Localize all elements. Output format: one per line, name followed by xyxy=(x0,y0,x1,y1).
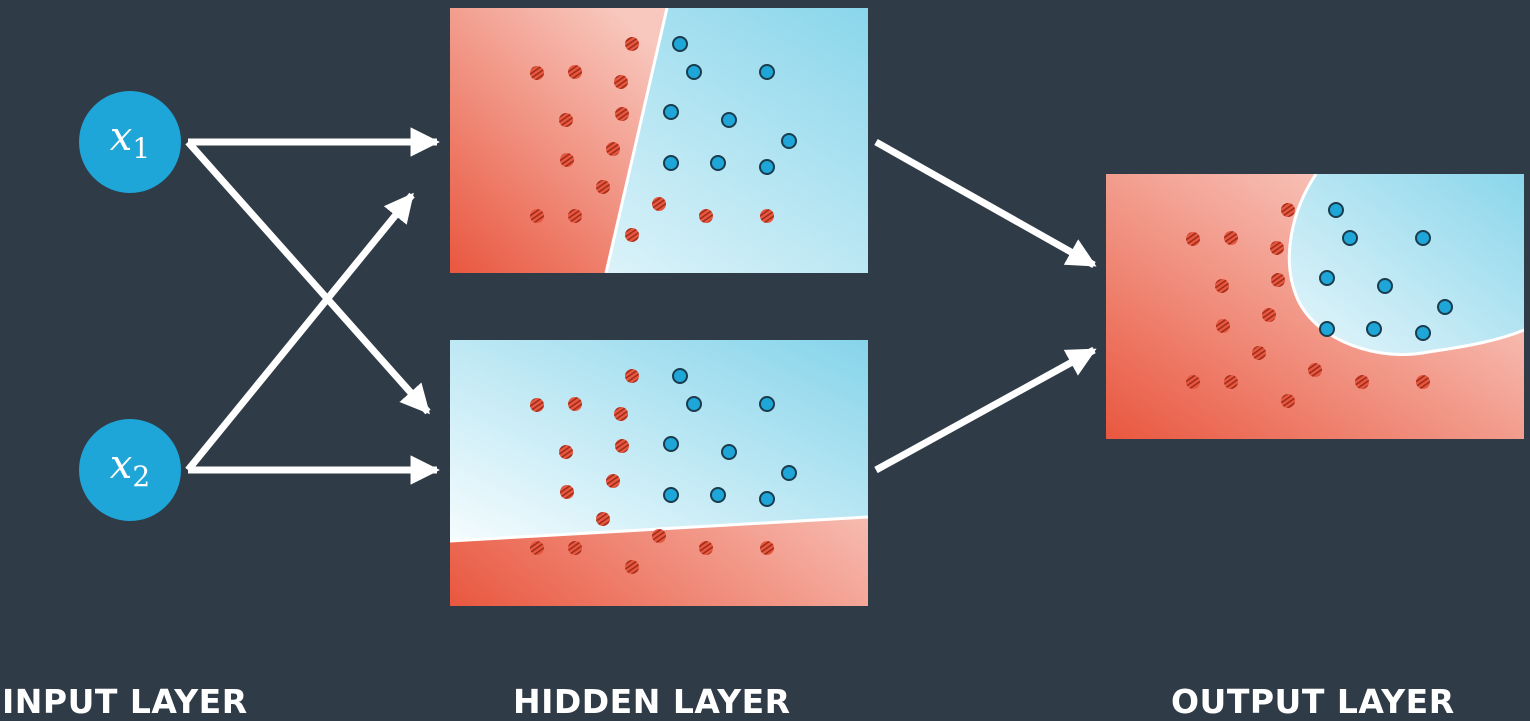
red-sample-point xyxy=(625,560,639,574)
output-layer-label: OUTPUT LAYER xyxy=(1171,682,1455,721)
red-sample-point xyxy=(1215,279,1229,293)
blue-sample-point xyxy=(663,155,679,171)
blue-sample-point xyxy=(710,487,726,503)
hidden-neuron-1-panel xyxy=(450,8,868,273)
red-sample-point xyxy=(1186,375,1200,389)
blue-sample-point xyxy=(759,396,775,412)
red-sample-point xyxy=(615,107,629,121)
blue-sample-point xyxy=(1437,299,1453,315)
red-sample-point xyxy=(1281,203,1295,217)
red-sample-point xyxy=(1416,375,1430,389)
red-sample-point xyxy=(530,398,544,412)
red-sample-point xyxy=(699,209,713,223)
sample-points xyxy=(1186,202,1453,408)
svg-text:x1: x1 xyxy=(110,114,150,165)
blue-sample-point xyxy=(710,155,726,171)
blue-sample-point xyxy=(721,444,737,460)
blue-sample-point xyxy=(1319,270,1335,286)
red-sample-point xyxy=(1186,232,1200,246)
red-sample-point xyxy=(559,113,573,127)
arrow-x2-to-h1 xyxy=(185,192,415,473)
red-sample-point xyxy=(559,445,573,459)
red-sample-point xyxy=(530,541,544,555)
hidden-connections xyxy=(874,138,1097,474)
decision-boundary-line xyxy=(604,8,669,273)
red-sample-point xyxy=(606,474,620,488)
red-sample-point xyxy=(615,439,629,453)
blue-sample-point xyxy=(781,465,797,481)
red-sample-point xyxy=(568,541,582,555)
blue-sample-point xyxy=(781,133,797,149)
red-sample-point xyxy=(560,485,574,499)
hidden-layer-label: HIDDEN LAYER xyxy=(513,682,791,721)
red-sample-point xyxy=(1224,231,1238,245)
red-sample-point xyxy=(652,529,666,543)
red-sample-point xyxy=(560,153,574,167)
red-sample-point xyxy=(614,407,628,421)
blue-sample-point xyxy=(1415,325,1431,341)
arrow-h2-to-output xyxy=(874,346,1097,474)
red-sample-point xyxy=(568,65,582,79)
red-sample-point xyxy=(568,209,582,223)
red-sample-point xyxy=(625,37,639,51)
hidden-neuron-2-panel xyxy=(450,340,868,606)
red-sample-point xyxy=(596,512,610,526)
red-sample-point xyxy=(568,397,582,411)
red-sample-point xyxy=(1271,273,1285,287)
blue-sample-point xyxy=(663,104,679,120)
red-sample-point xyxy=(606,142,620,156)
blue-sample-point xyxy=(721,112,737,128)
red-sample-point xyxy=(1252,346,1266,360)
red-sample-point xyxy=(1224,375,1238,389)
blue-sample-point xyxy=(1342,230,1358,246)
sample-points xyxy=(530,368,797,574)
red-sample-point xyxy=(530,66,544,80)
red-sample-point xyxy=(625,228,639,242)
input-layer-label: INPUT LAYER xyxy=(2,682,248,721)
blue-sample-point xyxy=(1377,278,1393,294)
red-sample-point xyxy=(760,541,774,555)
blue-sample-point xyxy=(1319,321,1335,337)
blue-sample-point xyxy=(672,368,688,384)
red-sample-point xyxy=(596,180,610,194)
red-sample-point xyxy=(1308,363,1322,377)
input-neuron-x1: x1 xyxy=(79,91,181,193)
blue-sample-point xyxy=(663,436,679,452)
red-sample-point xyxy=(652,197,666,211)
blue-sample-point xyxy=(686,64,702,80)
blue-sample-point xyxy=(1415,230,1431,246)
blue-sample-point xyxy=(759,491,775,507)
blue-sample-point xyxy=(1328,202,1344,218)
input-neuron-x2: x2 xyxy=(79,419,181,521)
blue-sample-point xyxy=(759,64,775,80)
blue-sample-point xyxy=(672,36,688,52)
output-neuron-panel xyxy=(1106,174,1524,439)
red-sample-point xyxy=(1262,308,1276,322)
blue-sample-point xyxy=(759,159,775,175)
input-connections xyxy=(185,127,440,485)
blue-sample-point xyxy=(663,487,679,503)
red-sample-point xyxy=(760,209,774,223)
red-sample-point xyxy=(1281,394,1295,408)
blue-sample-point xyxy=(1366,321,1382,337)
red-sample-point xyxy=(699,541,713,555)
arrow-x1-to-h2 xyxy=(185,139,431,415)
red-sample-point xyxy=(1270,241,1284,255)
red-sample-point xyxy=(625,369,639,383)
arrow-h1-to-output xyxy=(874,138,1097,269)
red-sample-point xyxy=(1216,319,1230,333)
red-sample-point xyxy=(530,209,544,223)
svg-text:x2: x2 xyxy=(110,442,150,493)
sample-points xyxy=(530,36,797,242)
decision-boundary-curve xyxy=(1287,174,1524,357)
red-sample-point xyxy=(614,75,628,89)
blue-sample-point xyxy=(686,396,702,412)
red-sample-point xyxy=(1355,375,1369,389)
